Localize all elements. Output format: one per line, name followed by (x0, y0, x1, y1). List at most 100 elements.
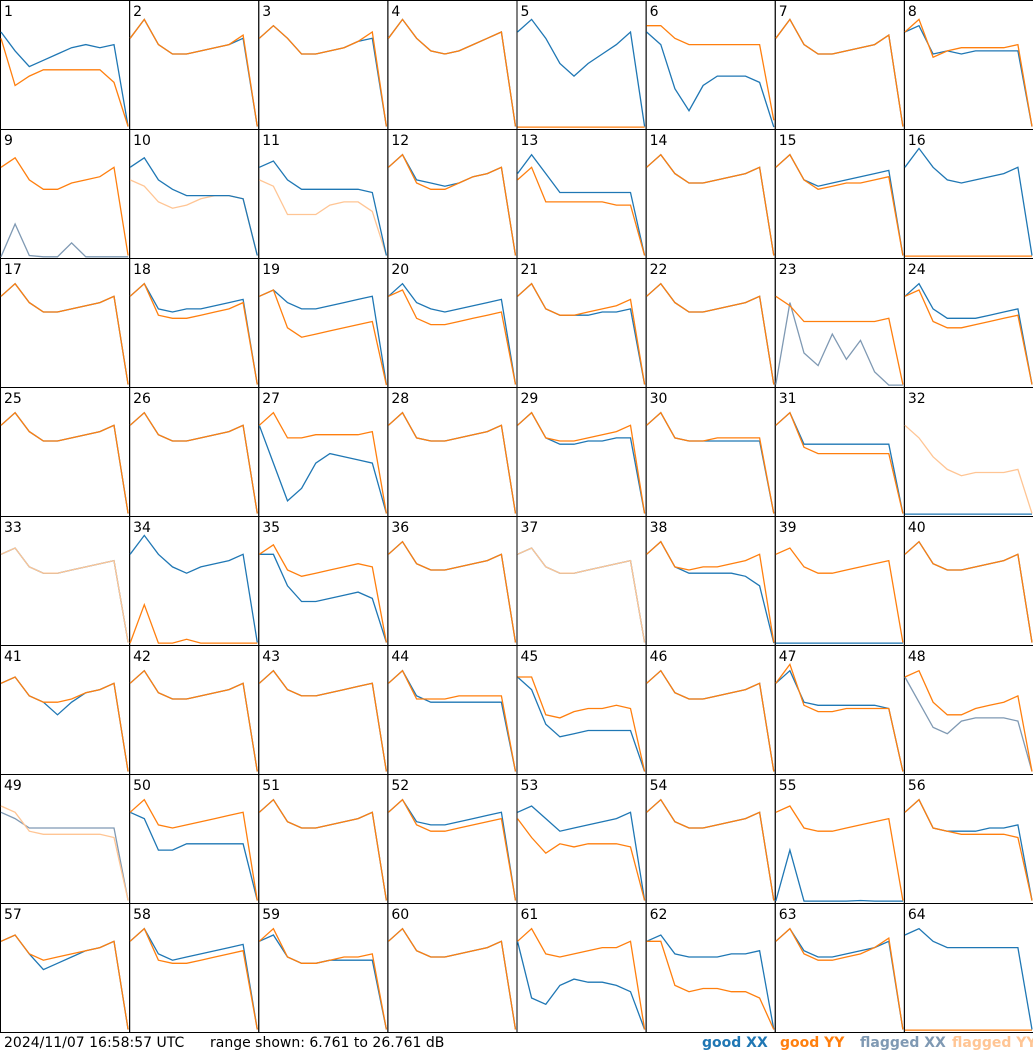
panel-label: 19 (262, 262, 280, 278)
panel-label: 58 (133, 907, 151, 923)
panel-label: 6 (650, 4, 659, 20)
spectrum-line (904, 147, 1033, 256)
spectrum-line (129, 18, 258, 127)
spectrum-line (129, 669, 258, 772)
spectrum-line (517, 282, 646, 385)
spectrum-line (646, 411, 775, 514)
spectrum-line (0, 411, 129, 514)
spectrum-line (646, 411, 775, 514)
panel-label: 49 (4, 778, 22, 794)
spectrum-line (129, 811, 258, 901)
spectrum-line (129, 179, 258, 256)
spectrum-line (259, 553, 388, 643)
panel-label: 3 (262, 4, 271, 20)
spectrum-line (129, 282, 258, 385)
spectrum-line (258, 669, 388, 772)
panel-label: 12 (391, 133, 409, 149)
spectrum-line (387, 798, 517, 901)
spectrum-line (258, 927, 388, 1030)
panel-label: 55 (779, 778, 797, 794)
spectrum-line (129, 534, 258, 643)
spectrum-line (129, 18, 258, 127)
legend-entry: good YY (780, 1035, 845, 1051)
panel-label: 36 (391, 520, 409, 536)
panel-label: 27 (262, 391, 280, 407)
panel-label: 1 (4, 4, 13, 20)
spectrum-line (775, 927, 904, 1030)
panel-label: 34 (133, 520, 151, 536)
spectrum-line (258, 24, 388, 127)
panel-label: 23 (779, 262, 797, 278)
panel-label: 41 (4, 649, 22, 665)
spectrum-line (775, 295, 904, 385)
panel-label: 64 (908, 907, 926, 923)
spectrum-line (517, 166, 646, 256)
panel-label: 21 (521, 262, 539, 278)
spectrum-line (517, 805, 646, 901)
spectrum-line (646, 31, 775, 128)
spectrum-line (646, 798, 775, 901)
spectrum-line (775, 927, 904, 1030)
panel-label: 18 (133, 262, 151, 278)
spectrum-line (129, 602, 258, 644)
spectrum-line (904, 798, 1033, 901)
spectrum-line (129, 927, 258, 1030)
panel-label: 47 (779, 649, 797, 665)
panel-label: 54 (650, 778, 668, 794)
spectrum-line (0, 676, 129, 772)
range-label: range shown: 6.761 to 26.761 dB (210, 1035, 444, 1051)
panel-frame (387, 0, 518, 130)
panel-label: 7 (779, 4, 788, 20)
spectrum-line (258, 669, 388, 772)
spectrum-line (387, 927, 517, 1030)
panel-label: 4 (391, 4, 400, 20)
panel-label: 42 (133, 649, 151, 665)
panel-label: 46 (650, 649, 668, 665)
spectrum-line (775, 18, 904, 127)
spectrum-line (646, 282, 775, 385)
spectrum-line (129, 156, 258, 256)
panel-label: 16 (908, 133, 926, 149)
spectrum-line (775, 18, 904, 127)
panel-label: 37 (521, 520, 539, 536)
panel-label: 13 (521, 133, 539, 149)
spectrum-line (0, 805, 129, 901)
spectrum-line (904, 424, 1033, 514)
panel-label: 10 (133, 133, 151, 149)
spectrum-line (904, 18, 1033, 127)
panel-label: 11 (262, 133, 280, 149)
panel-label: 2 (133, 4, 142, 20)
spectrum-line (258, 543, 388, 643)
spectrum-line (0, 156, 129, 256)
panel-label: 43 (262, 649, 280, 665)
panel-label: 17 (4, 262, 22, 278)
panel-label: 61 (521, 907, 539, 923)
spectrum-line (0, 934, 129, 1030)
panel-frame (516, 0, 647, 130)
spectrum-line (258, 411, 388, 514)
spectrum-line (904, 24, 1033, 127)
spectrum-line (775, 411, 904, 514)
spectrum-line (387, 540, 517, 643)
spectrum-line (517, 927, 646, 1030)
panel-label: 14 (650, 133, 668, 149)
spectrum-line (517, 411, 646, 514)
legend-entry: good XX (702, 1035, 768, 1051)
spectrum-line (129, 798, 258, 901)
spectrum-line (904, 289, 1033, 385)
panel-label: 24 (908, 262, 926, 278)
spectrum-line (646, 540, 775, 643)
panel-label: 53 (521, 778, 539, 794)
panel-frame (0, 0, 131, 130)
spectrum-line (259, 289, 388, 386)
panel-frame (0, 129, 131, 259)
spectrum-line (517, 547, 646, 643)
spectrum-line (775, 153, 904, 256)
spectrum-line (129, 282, 258, 385)
panel-label: 48 (908, 649, 926, 665)
panel-label: 50 (133, 778, 151, 794)
panel-label: 51 (262, 778, 280, 794)
spectrum-line (775, 547, 904, 643)
panel-label: 5 (521, 4, 530, 20)
panel-frame (645, 0, 776, 130)
